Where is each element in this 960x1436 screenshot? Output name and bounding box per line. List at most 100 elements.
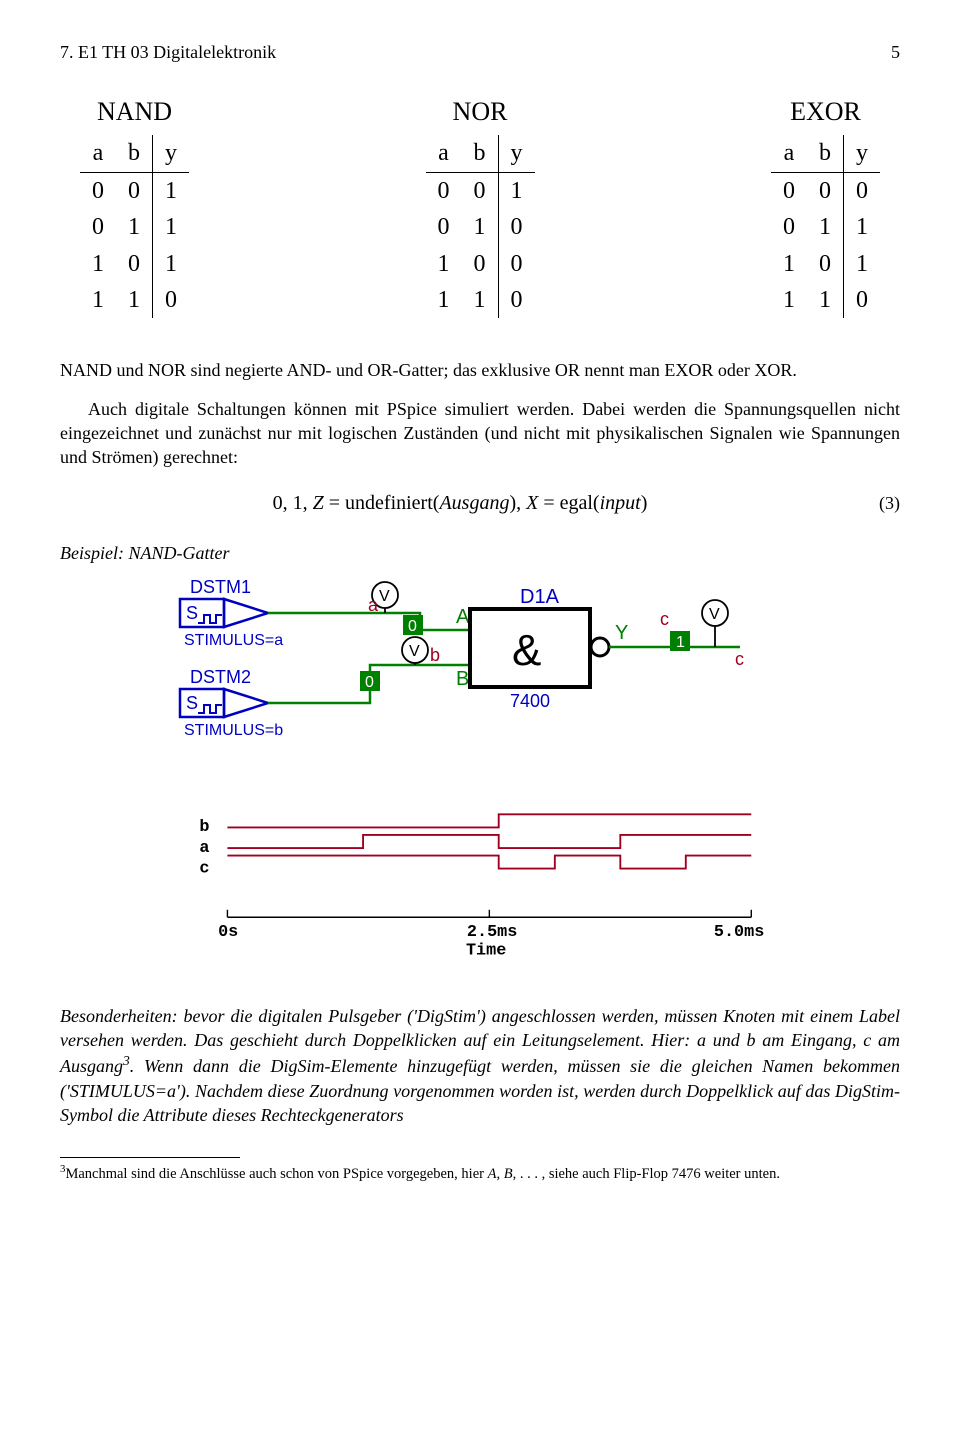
cell: 0 xyxy=(498,246,535,282)
cell: 0 xyxy=(807,172,844,209)
equation-line: 0, 1, Z = undefiniert(Ausgang), X = egal… xyxy=(60,490,900,517)
probe-v-icon: V xyxy=(702,600,728,647)
cell: 1 xyxy=(844,209,881,245)
wire-a xyxy=(268,613,470,630)
truth-table-nor: NOR a b y 001 010 100 110 xyxy=(426,94,535,318)
text: , xyxy=(496,1166,503,1182)
paragraph-3: Besonderheiten: bevor die digitalen Puls… xyxy=(60,1004,900,1127)
header-page-number: 5 xyxy=(891,40,900,64)
paragraph-1: NAND und NOR sind negierte AND- und OR-G… xyxy=(60,358,900,382)
stimulus-a-label: STIMULUS=a xyxy=(184,632,283,649)
cell: 1 xyxy=(116,282,153,318)
truth-table: a b y 001 010 100 110 xyxy=(426,135,535,318)
paragraph-2: Auch digitale Schaltungen können mit PSp… xyxy=(60,397,900,470)
cell: 0 xyxy=(498,282,535,318)
cell: 0 xyxy=(153,282,190,318)
truth-table-exor: EXOR a b y 000 011 101 110 xyxy=(771,94,880,318)
footnote: 3Manchmal sind die Anschlüsse auch schon… xyxy=(60,1162,900,1184)
signal-trace xyxy=(227,814,751,827)
net-label-c: c xyxy=(735,649,744,669)
cell: 0 xyxy=(771,209,807,245)
text: , . . . , siehe auch Flip-Flop 7476 weit… xyxy=(513,1166,780,1182)
cell: 0 xyxy=(807,246,844,282)
truth-table-title: NOR xyxy=(426,94,535,129)
tick-label: 2.5ms xyxy=(467,923,518,942)
cell: 0 xyxy=(116,172,153,209)
axis-label: Time xyxy=(466,942,506,961)
cell: 1 xyxy=(771,282,807,318)
footnote-ref: 3 xyxy=(123,1053,130,1068)
cell: 1 xyxy=(462,282,499,318)
pin-label-a: A xyxy=(456,606,470,628)
signal-trace xyxy=(227,835,751,848)
cell: 1 xyxy=(807,209,844,245)
net-label-c: c xyxy=(660,609,669,629)
cell: 1 xyxy=(80,246,116,282)
col-header: b xyxy=(462,135,499,172)
cell: 1 xyxy=(844,246,881,282)
timing-diagram: b a c 0s 2.5ms 5.0ms Time xyxy=(190,805,770,964)
truth-table: a b y 001 011 101 110 xyxy=(80,135,189,318)
cell: 0 xyxy=(462,172,499,209)
footnote-rule xyxy=(60,1157,240,1158)
stimulus-dstm2-icon: DSTM2 S STIMULUS=b xyxy=(180,667,283,739)
truth-tables-row: NAND a b y 001 011 101 110 NOR a b y 001… xyxy=(80,94,880,318)
header-left: 7. E1 TH 03 Digitalelektronik xyxy=(60,40,276,64)
signal-label-a: a xyxy=(199,839,209,858)
example-label: Beispiel: NAND-Gatter xyxy=(60,541,900,565)
pin-label-y: Y xyxy=(615,622,628,644)
dstm1-label: DSTM1 xyxy=(190,577,251,597)
svg-text:V: V xyxy=(709,606,720,623)
amp-icon: & xyxy=(512,626,541,675)
cell: 1 xyxy=(426,246,462,282)
cell: 1 xyxy=(462,209,499,245)
page-header: 7. E1 TH 03 Digitalelektronik 5 xyxy=(60,40,900,64)
cell: 0 xyxy=(426,209,462,245)
var-a: a xyxy=(697,1030,706,1050)
svg-text:V: V xyxy=(409,643,420,660)
cell: 1 xyxy=(498,172,535,209)
col-header: a xyxy=(771,135,807,172)
text: . Wenn dann die DigSim-Elemente hinzugef… xyxy=(60,1056,900,1125)
equation-number: (3) xyxy=(860,491,900,515)
equation: 0, 1, Z = undefiniert(Ausgang), X = egal… xyxy=(60,490,860,517)
cell: 1 xyxy=(80,282,116,318)
stimulus-dstm1-icon: DSTM1 S STIMULUS=a xyxy=(180,577,283,649)
tick-label: 0s xyxy=(218,923,238,942)
net-label-a: a xyxy=(368,595,379,615)
eq-text: 0, 1, Z = undefiniert(Ausgang), X = egal… xyxy=(273,492,648,514)
cell: 0 xyxy=(426,172,462,209)
col-header: a xyxy=(80,135,116,172)
cell: 0 xyxy=(844,172,881,209)
truth-table-nand: NAND a b y 001 011 101 110 xyxy=(80,94,189,318)
svg-text:V: V xyxy=(379,588,390,605)
col-header: y xyxy=(498,135,535,172)
col-header: y xyxy=(153,135,190,172)
cell: 0 xyxy=(844,282,881,318)
cell: 0 xyxy=(771,172,807,209)
chip-label: 7400 xyxy=(510,691,550,711)
svg-text:1: 1 xyxy=(676,634,685,651)
cell: 0 xyxy=(80,172,116,209)
truth-table-title: EXOR xyxy=(771,94,880,129)
var-b: B xyxy=(504,1166,513,1182)
cell: 1 xyxy=(116,209,153,245)
text: Manchmal sind die Anschlüsse auch schon … xyxy=(65,1166,487,1182)
col-header: y xyxy=(844,135,881,172)
truth-table: a b y 000 011 101 110 xyxy=(771,135,880,318)
col-header: a xyxy=(426,135,462,172)
col-header: b xyxy=(807,135,844,172)
s-icon: S xyxy=(186,603,198,623)
signal-label-c: c xyxy=(199,859,209,878)
cell: 0 xyxy=(116,246,153,282)
cell: 1 xyxy=(426,282,462,318)
col-header: b xyxy=(116,135,153,172)
probe-v-icon: V xyxy=(402,637,428,665)
tick-label: 5.0ms xyxy=(714,923,764,942)
cell: 1 xyxy=(807,282,844,318)
cell: 0 xyxy=(462,246,499,282)
cell: 0 xyxy=(498,209,535,245)
signal-trace xyxy=(227,855,751,868)
cell: 1 xyxy=(153,172,190,209)
circuit-diagram: DSTM1 S STIMULUS=a DSTM2 S STIMULUS=b V … xyxy=(160,575,800,775)
